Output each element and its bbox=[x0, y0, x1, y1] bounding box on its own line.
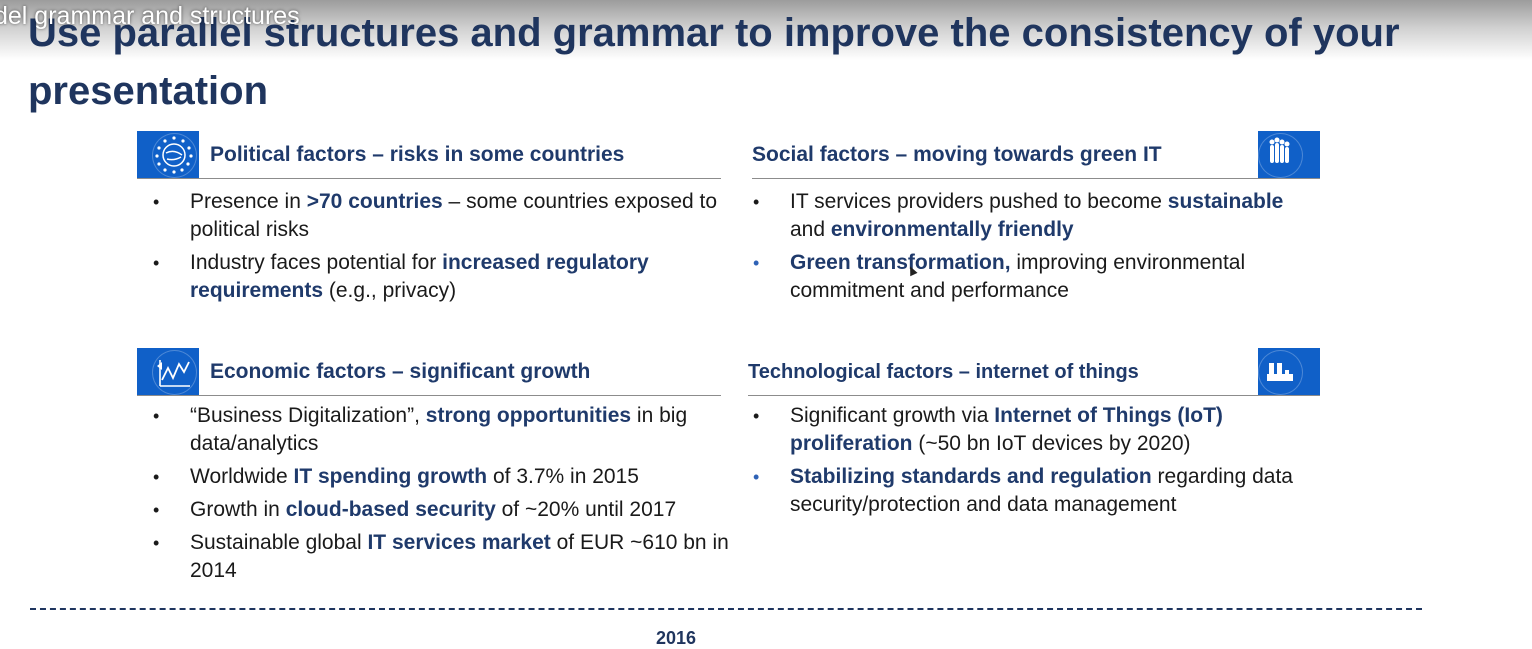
growth-chart-icon bbox=[157, 360, 190, 387]
social-header: Social factors – moving towards green IT bbox=[752, 131, 1320, 179]
bullet-highlight-text: environmentally friendly bbox=[830, 218, 1074, 241]
bullet-text: Sustainable global bbox=[190, 531, 368, 554]
bullet-text: Growth in bbox=[190, 498, 286, 521]
slide-title: Use parallel structures and grammar to i… bbox=[28, 11, 1400, 113]
bullet-text: (~50 bn IoT devices by 2020) bbox=[912, 432, 1191, 455]
footer-text: 2016 bbox=[656, 628, 697, 648]
technological-title: Technological factors – internet of thin… bbox=[748, 361, 1139, 383]
bullet-text: IT services providers pushed to become bbox=[790, 190, 1168, 213]
bullet-text: “Business Digitalization”, bbox=[190, 404, 426, 427]
economic-bullets: • “Business Digitalization”, strong oppor… bbox=[137, 402, 737, 590]
economic-bullet-item: • “Business Digitalization”, strong oppor… bbox=[137, 402, 737, 458]
political-header: Political factors – risks in some countr… bbox=[137, 131, 721, 179]
bullet-highlight-text: >70 countries bbox=[306, 190, 443, 213]
globe-stars-icon bbox=[155, 136, 193, 174]
bullet-marker: • bbox=[153, 467, 160, 487]
bullet-highlight-text: increased regulatory requirements bbox=[190, 251, 649, 302]
bullet-highlight-text: cloud-based security bbox=[285, 498, 496, 521]
factory-icon bbox=[1267, 363, 1293, 381]
political-title: Political factors – risks in some countr… bbox=[210, 143, 625, 166]
bullet-text: Industry faces potential for bbox=[190, 251, 443, 274]
bullet-text: (e.g., privacy) bbox=[323, 279, 457, 302]
economic-bullet-item: • Worldwide IT spending growth of 3.7% in… bbox=[137, 463, 737, 491]
bullet-text: and bbox=[790, 218, 831, 241]
economic-bullet-item: • Sustainable global IT services market o… bbox=[137, 529, 737, 585]
technological-bullet-item: • Significant growth via Internet of Thin… bbox=[737, 402, 1317, 458]
social-bullet-item: • IT services providers pushed to become … bbox=[737, 188, 1317, 244]
bullet-text: Significant growth via bbox=[790, 404, 995, 427]
economic-bullet-item: • Growth in cloud-based security of ~20% … bbox=[137, 496, 737, 524]
bullet-text: in big data/analytics bbox=[190, 404, 688, 455]
bullet-highlight-text: Internet of Things (IoT) proliferation bbox=[790, 404, 1223, 455]
bullet-marker: • bbox=[153, 192, 160, 212]
technological-bullet-item: • Stabilizing standards and regulation re… bbox=[737, 463, 1317, 519]
bullet-text: Presence in bbox=[190, 190, 307, 213]
bullet-marker: • bbox=[753, 406, 760, 426]
bullet-text: of 3.7% in 2015 bbox=[487, 465, 639, 488]
bullet-marker: • bbox=[153, 253, 160, 273]
bullet-marker: • bbox=[153, 406, 160, 426]
bullet-text: of ~20% until 2017 bbox=[495, 498, 677, 521]
social-icon-box bbox=[1258, 131, 1320, 178]
technological-bullets: • Significant growth via Internet of Thin… bbox=[737, 402, 1317, 524]
social-bullet-item: • Green transformation, improving environ… bbox=[737, 249, 1317, 305]
bullet-marker: • bbox=[153, 500, 160, 520]
bullet-text: of EUR ~610 bn in 2014 bbox=[190, 531, 729, 582]
economic-header: Economic factors – significant growth bbox=[137, 348, 721, 396]
bullet-text: – some countries exposed to political ri… bbox=[190, 190, 718, 241]
bullet-highlight-text: strong opportunities bbox=[425, 404, 632, 427]
video-top-overlay bbox=[0, 0, 1532, 60]
political-bullets: • Presence in >70 countries – some countr… bbox=[137, 188, 727, 310]
economic-icon-box bbox=[137, 348, 199, 395]
bullet-highlight-text: sustainable bbox=[1167, 190, 1284, 213]
social-title: Social factors – moving towards green IT bbox=[752, 143, 1162, 166]
bullet-highlight-text: IT services market bbox=[367, 531, 551, 554]
bullet-highlight-text: Stabilizing standards and regulation bbox=[790, 465, 1152, 488]
social-bullets: • IT services providers pushed to become … bbox=[737, 188, 1317, 310]
bullet-marker: • bbox=[153, 533, 160, 553]
bullet-text: regarding data security/protection and d… bbox=[790, 465, 1293, 516]
economic-title: Economic factors – significant growth bbox=[210, 360, 591, 383]
political-icon-box bbox=[137, 131, 199, 178]
bullet-marker: • bbox=[753, 467, 760, 487]
political-bullet-item: • Industry faces potential for increased … bbox=[137, 249, 727, 305]
bullet-highlight-text: Green transformation, bbox=[790, 251, 1011, 274]
bullet-highlight-text: IT spending growth bbox=[293, 465, 488, 488]
bullet-marker: • bbox=[753, 253, 760, 273]
technological-header: Technological factors – internet of thin… bbox=[748, 348, 1320, 396]
bullet-text: improving environmental commitment and p… bbox=[790, 251, 1246, 302]
technological-icon-box bbox=[1258, 348, 1320, 395]
video-title: del grammar and structures bbox=[0, 2, 300, 30]
dashed-divider bbox=[30, 608, 1422, 610]
bullet-text: Worldwide bbox=[190, 465, 294, 488]
bullet-marker: • bbox=[753, 192, 760, 212]
people-icon bbox=[1269, 137, 1290, 163]
political-bullet-item: • Presence in >70 countries – some countr… bbox=[137, 188, 727, 244]
